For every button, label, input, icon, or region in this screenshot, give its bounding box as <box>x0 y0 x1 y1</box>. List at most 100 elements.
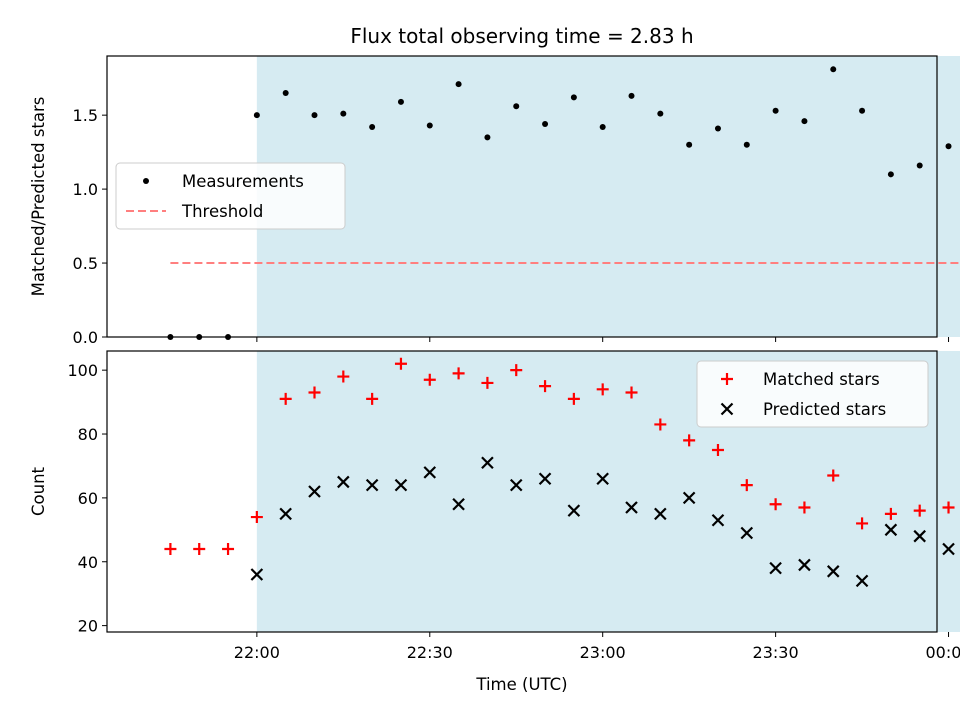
matched-star-point <box>740 479 753 492</box>
axes-frame <box>106 55 938 338</box>
matched-star-point <box>913 504 926 517</box>
y-tick-label: 40 <box>78 553 98 572</box>
y-tick-label: 1.0 <box>73 180 98 199</box>
x-tick-label: 23:30 <box>753 643 799 662</box>
legend-entry-label: Matched stars <box>763 370 880 389</box>
measurement-point <box>253 112 260 119</box>
predicted-star-point <box>942 542 955 556</box>
x-tick-label: 22:00 <box>234 643 280 662</box>
predicted-star-point <box>654 507 667 521</box>
matched-star-point <box>711 443 724 456</box>
predicted-star-point <box>337 475 350 489</box>
y-tick-label: 0.0 <box>73 328 98 347</box>
measurement-point <box>196 334 203 340</box>
legend-box <box>696 360 929 428</box>
x-tick-label: 23:00 <box>580 643 626 662</box>
measurement-point <box>686 141 693 148</box>
measurement-point <box>859 107 866 114</box>
legend-entry-label: Measurements <box>182 172 304 191</box>
count-panel: 2040608010022:0022:3023:0023:3000:0000:3… <box>29 350 960 662</box>
legend-box <box>115 162 346 230</box>
measurement-point <box>455 81 462 88</box>
matched-star-point <box>596 383 609 396</box>
matched-star-point <box>279 392 292 405</box>
x-axis-label: Time (UTC) <box>475 675 567 694</box>
x-tick-label: 22:30 <box>407 643 453 662</box>
matched-star-point <box>222 542 235 555</box>
matched-star-point <box>452 367 465 380</box>
y-tick-label: 60 <box>78 489 98 508</box>
measurement-point <box>167 334 174 340</box>
legend-dot-marker <box>143 178 149 184</box>
matched-star-point <box>510 364 523 377</box>
legend-entry-label: Predicted stars <box>763 400 886 419</box>
predicted-star-point <box>567 504 581 517</box>
legend-entry-label: Threshold <box>181 202 263 221</box>
measurement-point <box>714 125 721 132</box>
predicted-star-point <box>740 526 754 540</box>
measurement-point <box>599 123 606 130</box>
predicted-star-point <box>596 472 609 486</box>
measurement-point <box>772 107 779 114</box>
matched-star-point <box>798 501 811 514</box>
measurement-point <box>628 92 635 99</box>
matched-star-point <box>337 370 350 383</box>
matched-star-point <box>769 498 782 511</box>
matched-star-point <box>193 542 206 555</box>
predicted-star-point <box>798 558 811 572</box>
legend-plus-marker <box>721 373 733 385</box>
observing-window-shade <box>256 56 960 337</box>
y-tick-label: 100 <box>67 361 98 380</box>
measurement-point <box>916 162 923 169</box>
matched-star-point <box>827 469 840 482</box>
predicted-star-point <box>279 507 292 521</box>
matched-star-point <box>423 373 436 386</box>
matched-star-point <box>942 501 955 514</box>
y-axis-label: Matched/Predicted stars <box>29 97 48 297</box>
measurement-point <box>830 66 837 73</box>
y-tick-label: 0.5 <box>73 254 98 273</box>
predicted-star-point <box>913 529 926 543</box>
matched-star-point <box>654 418 667 431</box>
predicted-star-point <box>481 456 494 470</box>
measurement-point <box>887 171 894 178</box>
measurement-point <box>282 89 289 96</box>
matched-star-point <box>481 376 494 389</box>
predicted-star-point <box>394 478 408 492</box>
measurement-point <box>369 123 376 130</box>
matched-star-point <box>250 511 263 524</box>
predicted-star-point <box>423 466 437 479</box>
measurement-point <box>743 141 750 148</box>
matched-star-point <box>394 357 407 370</box>
predicted-star-point <box>452 497 465 511</box>
measurement-point <box>484 134 491 141</box>
measurement-point <box>657 110 664 117</box>
axes-frame <box>106 350 938 633</box>
predicted-star-point <box>855 574 869 588</box>
matched-star-point <box>625 386 638 399</box>
y-tick-label: 80 <box>78 425 98 444</box>
measurement-point <box>426 122 433 129</box>
predicted-star-point <box>682 491 696 505</box>
matched-star-point <box>884 507 897 520</box>
matched-star-point <box>856 517 869 530</box>
predicted-star-point <box>250 568 264 581</box>
legend-x-marker <box>720 402 734 416</box>
ratio-panel: 0.0 0.5 1.0 1.5 Matched/Predicted stars Measu… <box>29 55 960 347</box>
y-axis-label: Count <box>29 466 48 516</box>
predicted-star-point <box>711 513 725 527</box>
measurement-point <box>397 98 404 105</box>
measurement-point <box>542 121 549 128</box>
matched-star-point <box>539 380 552 393</box>
predicted-star-point <box>769 561 782 575</box>
measurement-point <box>570 94 577 101</box>
predicted-star-point <box>365 478 379 492</box>
y-tick-label: 20 <box>78 617 98 636</box>
predicted-star-point <box>538 472 552 486</box>
chart-title: Flux total observing time = 2.83 h <box>350 24 693 48</box>
measurement-point <box>801 118 808 125</box>
measurement-point <box>225 334 232 340</box>
predicted-star-point <box>826 565 840 578</box>
predicted-star-point <box>308 485 321 498</box>
